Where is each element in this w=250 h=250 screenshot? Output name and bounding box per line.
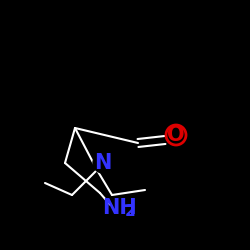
Text: N: N (94, 153, 112, 173)
Text: NH: NH (103, 198, 138, 218)
Text: 2: 2 (124, 204, 136, 218)
Circle shape (110, 198, 130, 218)
Circle shape (93, 153, 113, 173)
Circle shape (166, 125, 186, 145)
Text: O: O (167, 125, 185, 145)
